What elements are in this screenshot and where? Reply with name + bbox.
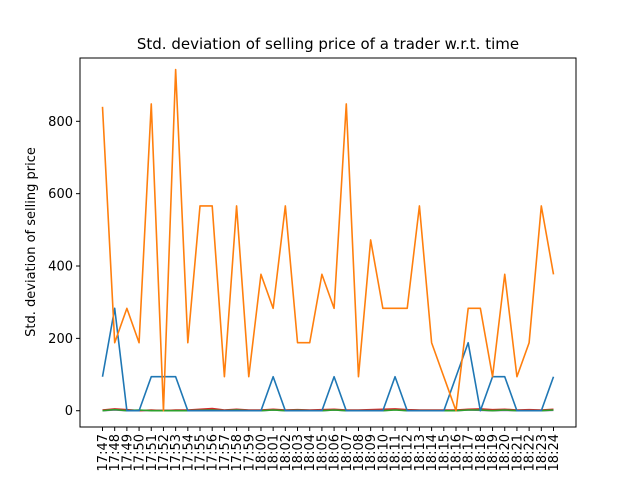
x-tick-label: 18:19 (486, 434, 501, 471)
series-layer (101, 68, 555, 412)
x-tick-label: 18:13 (413, 434, 428, 471)
x-tick-label: 18:21 (510, 434, 525, 471)
x-tick-label: 18:12 (401, 434, 416, 471)
x-tick-label: 18:23 (535, 434, 550, 471)
x-tick-label: 17:53 (169, 434, 184, 471)
x-tick-label: 17:52 (157, 434, 172, 471)
x-tick-label: 18:04 (303, 434, 318, 471)
x-tick-label: 18:06 (328, 434, 343, 471)
x-tick-label: 17:56 (206, 434, 221, 471)
x-tick-label: 18:16 (449, 434, 464, 471)
series-line-1 (101, 68, 555, 412)
x-tick-label: 18:03 (291, 434, 306, 471)
x-tick-label: 18:08 (352, 434, 367, 471)
x-axis-ticks: 17:4717:4817:4917:5017:5117:5217:5317:54… (96, 427, 562, 471)
x-tick-label: 18:18 (474, 434, 489, 471)
x-tick-label: 17:59 (242, 434, 257, 471)
y-tick-label: 800 (48, 115, 73, 130)
x-tick-label: 18:09 (364, 434, 379, 471)
y-tick-label: 600 (48, 187, 73, 202)
x-tick-label: 17:54 (181, 434, 196, 471)
y-tick-label: 200 (48, 332, 73, 347)
x-tick-label: 17:50 (133, 434, 148, 471)
x-tick-label: 18:15 (437, 434, 452, 471)
x-tick-label: 17:57 (218, 434, 233, 471)
series-line-3 (102, 408, 554, 412)
plot-frame (79, 57, 577, 428)
x-tick-label: 18:00 (254, 434, 269, 471)
x-tick-label: 18:22 (523, 434, 538, 471)
x-tick-label: 17:47 (96, 434, 111, 471)
x-tick-label: 18:01 (267, 434, 282, 471)
x-tick-label: 18:02 (279, 434, 294, 471)
x-tick-label: 18:14 (425, 434, 440, 471)
x-tick-label: 17:49 (120, 434, 135, 471)
x-tick-label: 18:11 (389, 434, 404, 471)
x-tick-label: 18:17 (462, 434, 477, 471)
x-tick-label: 18:10 (376, 434, 391, 471)
x-tick-label: 18:05 (315, 434, 330, 471)
y-axis-label: Std. deviation of selling price (24, 147, 39, 337)
y-tick-label: 400 (48, 260, 73, 275)
x-tick-label: 18:24 (547, 434, 562, 471)
x-tick-label: 18:20 (498, 434, 513, 471)
x-tick-label: 17:51 (145, 434, 160, 471)
x-tick-label: 18:07 (340, 434, 355, 471)
x-tick-label: 17:58 (230, 434, 245, 471)
y-tick-label: 0 (65, 404, 73, 419)
chart-title: Std. deviation of selling price of a tra… (137, 35, 519, 53)
x-tick-label: 17:48 (108, 434, 123, 471)
y-axis-ticks: 0 200 400 600 800 (48, 115, 80, 419)
x-tick-label: 17:55 (194, 434, 209, 471)
series-line-2 (101, 307, 555, 412)
